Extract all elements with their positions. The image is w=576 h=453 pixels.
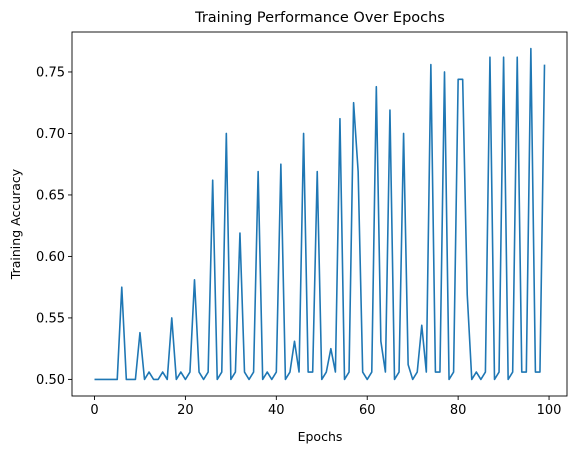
plot-area [94, 47, 546, 381]
x-tick-label: 60 [359, 403, 376, 418]
x-tick-label: 80 [450, 403, 467, 418]
x-tick-label: 40 [268, 403, 285, 418]
x-tick-label: 100 [537, 403, 562, 418]
y-tick-label: 0.55 [36, 311, 65, 326]
y-tick-label: 0.75 [36, 65, 65, 80]
y-axis: 0.50 0.55 0.60 0.65 0.70 0.75 [36, 65, 72, 388]
y-axis-label: Training Accuracy [8, 168, 23, 280]
series-line-0 [94, 47, 546, 381]
y-tick-label: 0.50 [36, 373, 65, 388]
x-tick-label: 0 [90, 403, 98, 418]
plot-frame [71, 31, 568, 397]
y-tick-label: 0.60 [36, 250, 65, 265]
x-axis-label: Epochs [298, 429, 343, 444]
y-tick-label: 0.70 [36, 127, 65, 142]
x-tick-label: 20 [177, 403, 194, 418]
x-axis: 0 20 40 60 80 100 [90, 396, 561, 418]
y-tick-label: 0.65 [36, 188, 65, 203]
chart-title: Training Performance Over Epochs [194, 10, 445, 26]
